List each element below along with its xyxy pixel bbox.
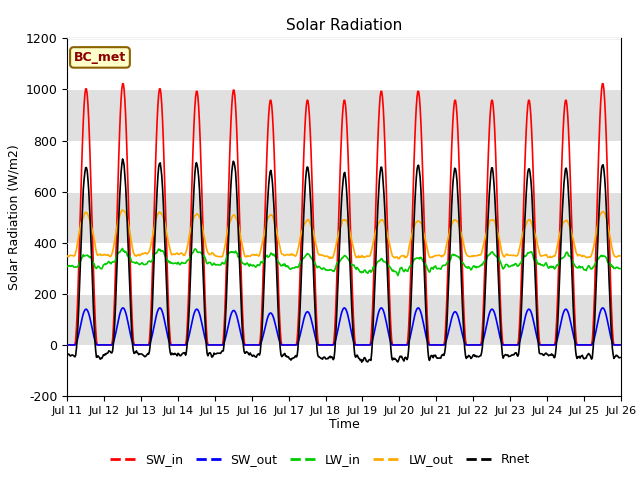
Bar [67,89,621,141]
Text: BC_met: BC_met [74,51,126,64]
Title: Solar Radiation: Solar Radiation [286,18,402,33]
Bar [67,294,621,345]
Legend: SW_in, SW_out, LW_in, LW_out, Rnet: SW_in, SW_out, LW_in, LW_out, Rnet [105,448,535,471]
Y-axis label: Solar Radiation (W/m2): Solar Radiation (W/m2) [7,144,20,290]
X-axis label: Time: Time [328,419,360,432]
Bar [67,192,621,243]
